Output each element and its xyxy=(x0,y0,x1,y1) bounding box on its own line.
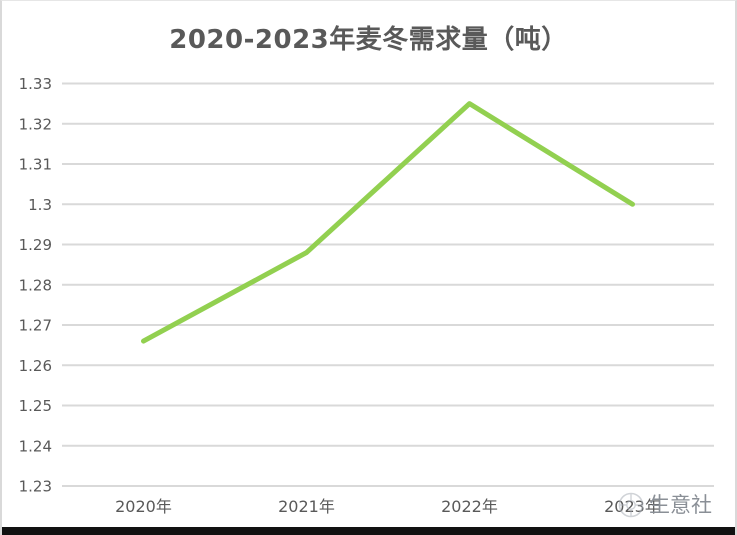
y-tick-label: 1.25 xyxy=(19,397,52,415)
x-axis-label: 2020年 xyxy=(115,497,172,516)
x-axis-label: 2021年 xyxy=(278,497,335,516)
x-axis-label: 2023年 xyxy=(604,497,661,516)
y-tick-label: 1.24 xyxy=(19,437,52,455)
bottom-bar xyxy=(2,527,735,535)
y-tick-label: 1.33 xyxy=(19,75,52,93)
y-tick-label: 1.27 xyxy=(19,317,52,335)
y-tick-label: 1.32 xyxy=(19,115,52,133)
x-axis-label: 2022年 xyxy=(441,497,498,516)
y-tick-label: 1.3 xyxy=(28,196,52,214)
y-tick-label: 1.29 xyxy=(19,236,52,254)
y-tick-label: 1.28 xyxy=(19,276,52,294)
demand-line xyxy=(141,101,635,344)
y-tick-label: 1.31 xyxy=(19,156,52,174)
y-tick-label: 1.26 xyxy=(19,357,52,375)
y-tick-label: 1.23 xyxy=(19,478,52,496)
chart-title: 2020-2023年麦冬需求量（吨） xyxy=(169,25,568,55)
